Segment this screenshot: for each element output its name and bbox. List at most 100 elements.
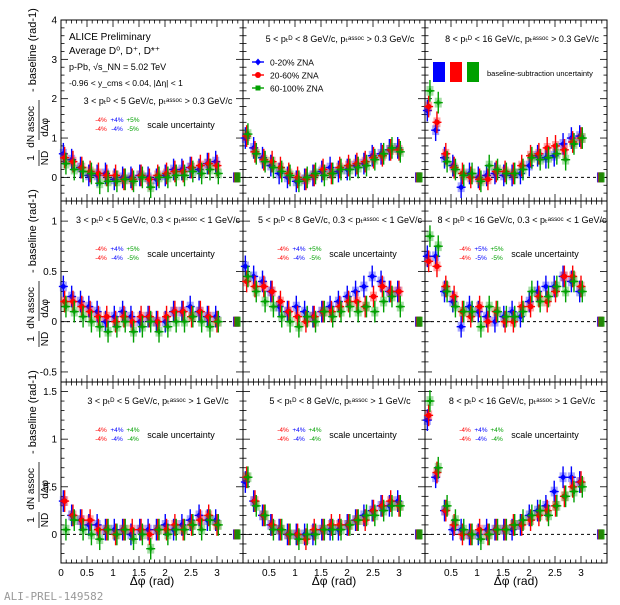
- data-point-cross: [105, 178, 111, 184]
- data-point-cross: [71, 517, 77, 523]
- panel-0-2: 8 < pₜᴰ < 16 GeV/c, pₜᵃˢˢᵒᶜ > 0.3 GeV/c: [422, 19, 608, 202]
- data-point-cross: [435, 243, 441, 249]
- data-point-diamond: [60, 282, 67, 290]
- data-point-cross: [435, 100, 441, 106]
- data-point-cross: [139, 174, 145, 180]
- y-tick-label: 0: [51, 317, 57, 328]
- data-point-circle: [379, 283, 386, 290]
- data-point-cross: [444, 503, 450, 509]
- data-point-cross: [207, 167, 213, 173]
- data-point-cross: [199, 527, 205, 533]
- data-point-circle: [61, 498, 68, 504]
- data-point-diamond: [560, 473, 567, 481]
- data-point-cross: [304, 174, 310, 180]
- y-axis-pre-num: 1: [26, 155, 37, 161]
- data-point-circle: [485, 318, 491, 325]
- data-point-cross: [355, 517, 361, 523]
- scale-pct: +4%: [292, 246, 305, 253]
- data-point-cross: [537, 508, 543, 514]
- data-point-cross: [512, 314, 518, 320]
- y-tick-label: 4: [51, 16, 57, 27]
- data-point-cross: [381, 299, 387, 305]
- scale-pct: +5%: [474, 246, 487, 253]
- scale-uncertainty-label: scale uncertainty: [511, 430, 579, 440]
- data-point-cross: [546, 294, 551, 300]
- data-point-cross: [478, 536, 484, 542]
- data-point-cross: [355, 165, 361, 171]
- data-point-cross: [173, 172, 179, 178]
- data-point-cross: [199, 319, 205, 325]
- scale-pct: -4%: [459, 246, 471, 253]
- panel-0-0: 0 1 2 3 4 3 < pₜᴰ < 5 GeV/c, pₜᵃˢˢᵒᶜ > 0.3 Ge…: [51, 16, 244, 202]
- x-tick-label: 3: [214, 568, 220, 579]
- panel-2-1: 0.5 1 1.5 2 2.5 3 5 < pₜᴰ < 8 GeV/c, pₜᵃˢˢᵒᶜ >…: [240, 381, 426, 579]
- data-point-cross: [245, 131, 251, 137]
- y-axis-num: dN assoc: [26, 468, 37, 510]
- scale-pct: -4%: [459, 255, 471, 262]
- data-point-cross: [563, 493, 569, 499]
- scale-pct: -4%: [459, 427, 471, 434]
- panel-title: 5 < pₜᴰ < 8 GeV/c, pₜᵃˢˢᵒᶜ > 0.3 GeV/c: [266, 34, 415, 44]
- data-point-cross: [270, 527, 276, 533]
- data-point-diamond: [551, 488, 558, 496]
- header-line: Average D⁰, D⁺, D*⁺: [69, 46, 160, 57]
- scale-pct: -4%: [293, 436, 305, 443]
- data-point-cross: [114, 531, 120, 537]
- legend: 0-20% ZNA 20-60% ZNA 60-100% ZNA: [252, 58, 324, 94]
- edge-box: [416, 529, 423, 540]
- scale-pct: -4%: [127, 436, 139, 443]
- data-point-cross: [389, 503, 395, 509]
- data-point-cross: [469, 531, 475, 537]
- scale-pct: -4%: [277, 436, 289, 443]
- scale-pct: +4%: [110, 117, 123, 124]
- data-point-cross: [579, 484, 585, 490]
- data-point-cross: [270, 304, 276, 310]
- data-point-cross: [207, 324, 213, 330]
- data-point-cross: [313, 531, 319, 537]
- data-point-cross: [190, 314, 196, 320]
- data-point-cross: [529, 512, 535, 518]
- x-tick-label: 2.5: [366, 568, 380, 579]
- panel-frame: [424, 381, 608, 564]
- data-point-cross: [495, 167, 501, 173]
- data-point-cross: [215, 319, 221, 325]
- data-point-cross: [253, 151, 259, 157]
- panel-title: 5 < pₜᴰ < 8 GeV/c, 0.3 < pₜᵃˢˢᵒᶜ < 1 GeV…: [258, 215, 422, 225]
- data-point-cross: [80, 168, 86, 174]
- data-point-cross: [63, 161, 69, 167]
- data-point-cross: [253, 503, 259, 509]
- data-point-circle: [396, 288, 402, 295]
- edge-box: [416, 172, 423, 183]
- data-point-cross: [571, 489, 577, 495]
- box-legend-swatch: [433, 62, 445, 82]
- data-point-cross: [304, 531, 310, 537]
- data-point-cross: [215, 522, 221, 528]
- scale-pct: -4%: [95, 436, 107, 443]
- edge-box: [234, 529, 241, 540]
- data-point-cross: [122, 176, 128, 182]
- data-point-cross: [461, 309, 467, 315]
- y-axis-suffix: - baseline (rad-1): [27, 8, 39, 92]
- panel-title: 8 < pₜᴰ < 16 GeV/c, pₜᵃˢˢᵒᶜ > 1 GeV/c: [449, 396, 596, 406]
- legend-marker: [255, 85, 261, 91]
- data-point-circle: [269, 288, 275, 295]
- legend-label: 60-100% ZNA: [270, 84, 324, 94]
- data-point-cross: [321, 309, 327, 315]
- header-title: ALICE Preliminary: [69, 32, 151, 43]
- data-point-circle: [425, 258, 432, 265]
- data-point-cross: [131, 536, 137, 542]
- box-legend-label: baseline-subtraction uncertainty: [487, 69, 593, 78]
- data-point-cross: [304, 314, 310, 320]
- data-point-cross: [270, 165, 276, 171]
- x-tick-label: 3: [396, 568, 402, 579]
- edge-box: [234, 316, 241, 327]
- scale-pct: +4%: [490, 427, 503, 434]
- scale-pct: -4%: [95, 427, 107, 434]
- data-point-cross: [131, 178, 137, 184]
- data-point-cross: [114, 324, 120, 330]
- panel-title: 3 < pₜᴰ < 5 GeV/c, 0.3 < pₜᵃˢˢᵒᶜ < 1 GeV…: [76, 215, 240, 225]
- data-point-cross: [397, 149, 403, 155]
- data-point-cross: [182, 172, 187, 178]
- data-point-cross: [529, 289, 535, 294]
- data-point-cross: [372, 512, 378, 518]
